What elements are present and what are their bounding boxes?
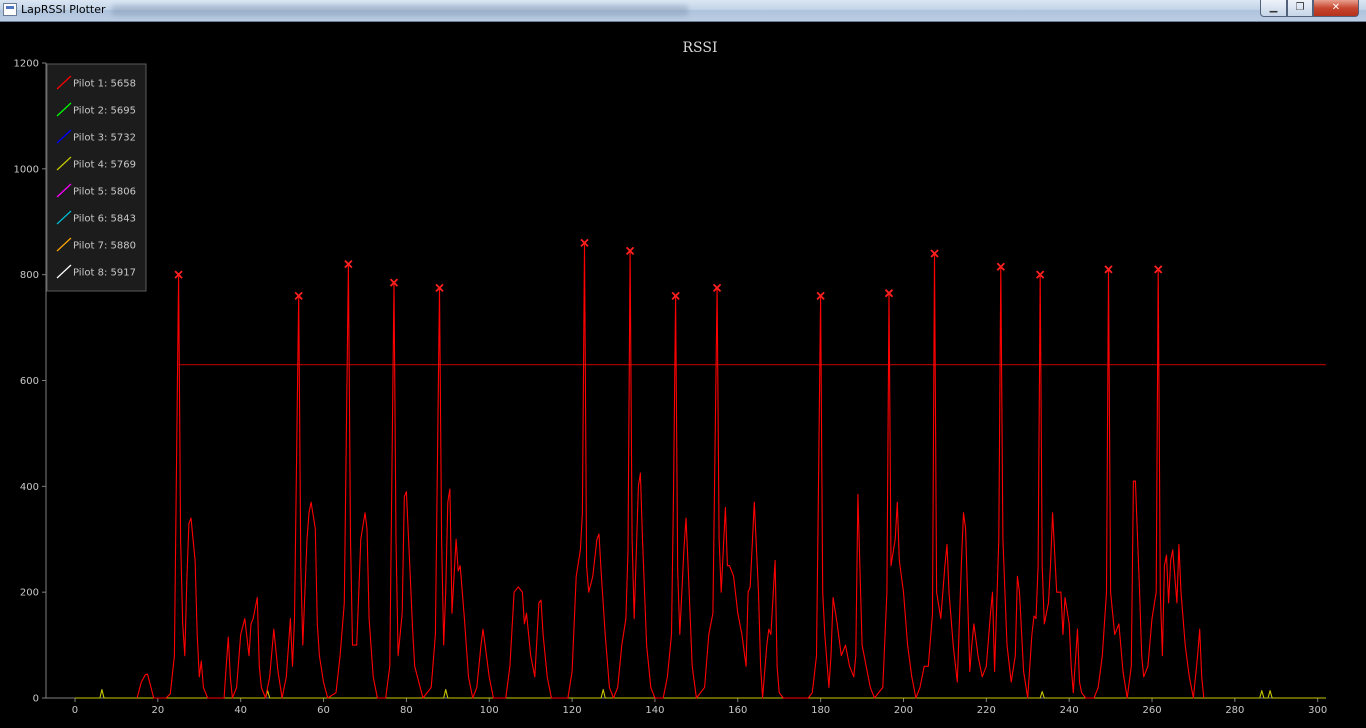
legend-label: Pilot 2: 5695 [73, 106, 136, 117]
y-tick-label: 0 [33, 694, 39, 705]
legend-item: Pilot 6: 5843 [56, 210, 136, 225]
legend-swatch [56, 75, 72, 90]
y-tick-label: 600 [20, 376, 39, 387]
legend-item: Pilot 8: 5917 [56, 264, 136, 279]
maximize-button[interactable]: ❐ [1287, 0, 1313, 17]
x-tick-label: 220 [977, 705, 996, 716]
legend-item: Pilot 3: 5732 [56, 129, 136, 144]
rssi-chart: RSSI 0 200 400 600 800 1000 1200 0 20 40 60 80 100 12… [14, 40, 1328, 717]
x-tick-label: 260 [1142, 705, 1161, 716]
x-tick-label: 300 [1308, 705, 1327, 716]
series-line [136, 242, 1205, 699]
chart-axes: 0 200 400 600 800 1000 1200 0 20 40 60 80 100 120 140 1… [14, 59, 1328, 717]
peak-marker [884, 289, 894, 298]
x-tick-label: 160 [728, 705, 747, 716]
y-tick-label: 400 [20, 482, 39, 493]
peak-marker [1104, 265, 1113, 274]
legend-swatch [56, 129, 72, 144]
x-tick-label: 20 [151, 705, 164, 716]
x-tick-label: 80 [400, 705, 413, 716]
legend-item: Pilot 7: 5880 [56, 237, 136, 252]
peak-marker [671, 291, 680, 300]
legend-swatch [56, 210, 72, 225]
legend-swatch [56, 102, 72, 117]
window-title: LapRSSI Plotter [21, 3, 106, 16]
legend-box [46, 63, 147, 292]
app-icon [3, 3, 17, 16]
peak-marker-layer [174, 238, 1163, 300]
peak-marker [625, 246, 635, 255]
y-tick-label: 200 [20, 588, 39, 599]
x-tick-label: 40 [234, 705, 247, 716]
x-tick-label: 200 [894, 705, 913, 716]
series-layer [75, 242, 1326, 699]
y-tick-label: 800 [20, 270, 39, 281]
minimize-button[interactable]: ▁ [1260, 0, 1287, 17]
x-tick-label: 280 [1225, 705, 1244, 716]
legend-label: Pilot 8: 5917 [73, 268, 136, 279]
legend-label: Pilot 3: 5732 [73, 133, 136, 144]
legend-item: Pilot 5: 5806 [56, 183, 136, 198]
x-tick-label: 180 [811, 705, 830, 716]
y-tick-label: 1200 [14, 59, 39, 70]
legend-label: Pilot 7: 5880 [73, 241, 136, 252]
chart-legend: Pilot 1: 5658 Pilot 2: 5695 Pilot 3: 5732 P… [46, 63, 147, 292]
legend-swatch [56, 237, 72, 252]
peak-marker [344, 259, 353, 269]
peak-marker [1154, 265, 1163, 274]
x-tick-label: 0 [72, 705, 78, 716]
window-titlebar[interactable]: LapRSSI Plotter ▁ ❐ ✕ [0, 0, 1366, 22]
legend-swatch [56, 183, 72, 198]
legend-swatch [56, 156, 72, 171]
x-tick-label: 240 [1060, 705, 1079, 716]
peak-marker [712, 283, 722, 293]
legend-item: Pilot 2: 5695 [56, 102, 136, 117]
chart-title: RSSI [682, 40, 717, 56]
peak-marker [174, 270, 183, 279]
y-tick-label: 1000 [14, 164, 39, 175]
blurred-path-text [112, 5, 688, 16]
legend-label: Pilot 4: 5769 [73, 160, 136, 171]
peak-marker [816, 291, 825, 300]
legend-label: Pilot 1: 5658 [73, 79, 136, 90]
x-tick-label: 140 [645, 705, 664, 716]
peak-marker [996, 262, 1005, 271]
peak-marker [930, 249, 939, 258]
legend-swatch [56, 264, 72, 279]
peak-marker [1036, 270, 1045, 279]
peak-marker [580, 238, 589, 248]
legend-item: Pilot 4: 5769 [56, 156, 136, 171]
peak-marker [435, 283, 444, 293]
x-tick-label: 120 [563, 705, 582, 716]
peak-marker [294, 291, 303, 300]
legend-label: Pilot 5: 5806 [73, 187, 136, 198]
x-tick-label: 100 [480, 705, 499, 716]
peak-marker [389, 278, 399, 287]
legend-item: Pilot 1: 5658 [56, 75, 136, 90]
legend-label: Pilot 6: 5843 [73, 214, 136, 225]
close-button[interactable]: ✕ [1313, 0, 1359, 17]
x-tick-label: 60 [317, 705, 330, 716]
